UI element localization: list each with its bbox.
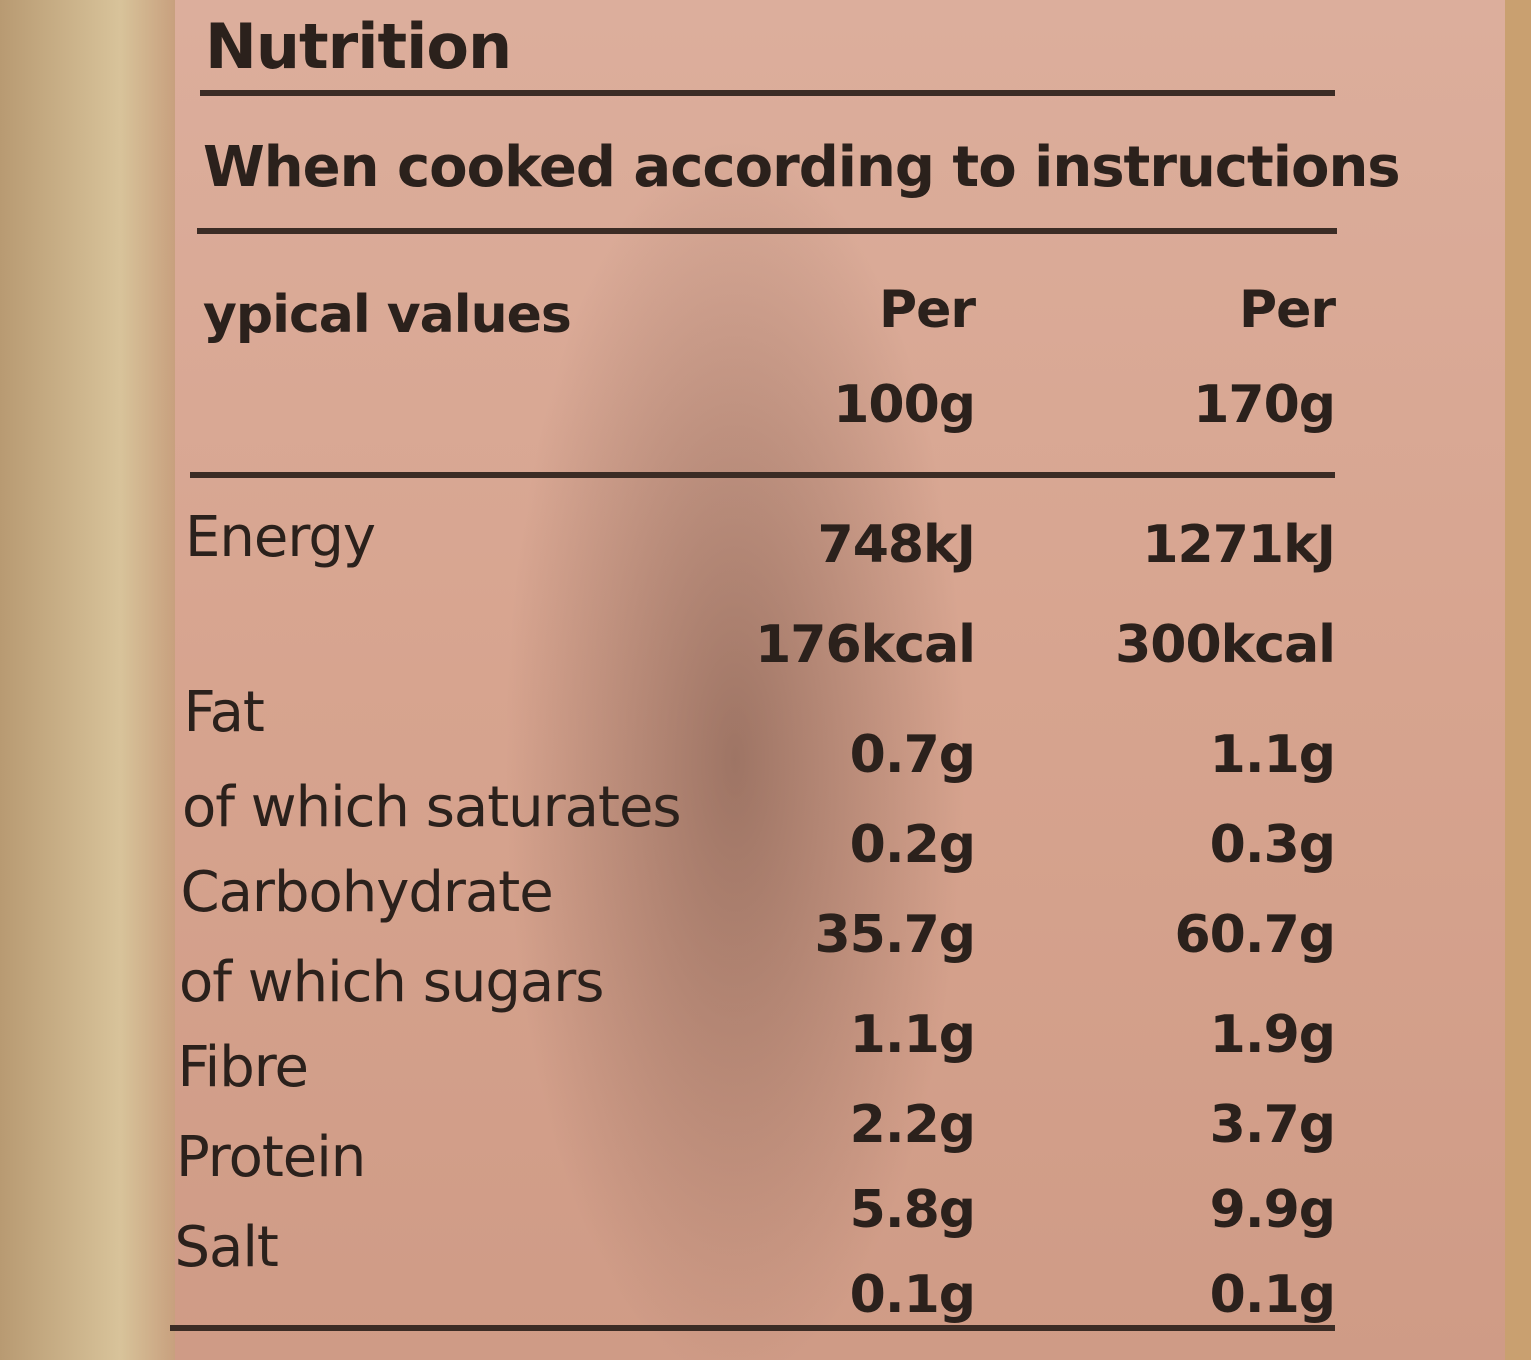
row-value: 1.9g: [1209, 1005, 1336, 1065]
rule: [190, 472, 1335, 478]
row-value: 0.2g: [849, 815, 976, 875]
subtitle: When cooked according to instructions: [203, 135, 1401, 200]
row-value: 3.7g: [1209, 1095, 1336, 1155]
column-header: 100g: [833, 375, 976, 435]
header-label: ypical values: [203, 285, 572, 345]
row-label: Fibre: [177, 1035, 309, 1100]
row-label: Energy: [185, 505, 376, 570]
row-value: 176kcal: [755, 615, 976, 675]
rule: [197, 228, 1337, 234]
row-value: 60.7g: [1174, 905, 1336, 965]
row-label: Salt: [174, 1215, 279, 1280]
column-header: Per: [1238, 280, 1336, 340]
row-value: 0.7g: [849, 725, 976, 785]
row-value: 748kJ: [817, 515, 976, 575]
row-label: of which saturates: [182, 775, 682, 840]
column-header: 170g: [1193, 375, 1336, 435]
row-value: 1271kJ: [1142, 515, 1336, 575]
row-value: 1.1g: [1209, 725, 1336, 785]
row-value: 0.3g: [1209, 815, 1336, 875]
row-label: Carbohydrate: [180, 860, 554, 925]
column-header: Per: [878, 280, 976, 340]
row-value: 0.1g: [849, 1265, 976, 1325]
row-label: Protein: [176, 1125, 366, 1190]
row-value: 1.1g: [849, 1005, 976, 1065]
row-value: 35.7g: [814, 905, 976, 965]
background-edge: [1505, 0, 1531, 1360]
rule: [200, 90, 1335, 96]
nutrition-label: Nutrition When cooked according to instr…: [170, 0, 1505, 1360]
rule: [170, 1325, 1335, 1331]
row-value: 2.2g: [849, 1095, 976, 1155]
row-label: of which sugars: [179, 950, 604, 1015]
row-value: 0.1g: [1209, 1265, 1336, 1325]
title: Nutrition: [205, 10, 512, 83]
row-value: 300kcal: [1115, 615, 1336, 675]
row-value: 5.8g: [849, 1180, 976, 1240]
row-label: Fat: [183, 680, 265, 745]
row-value: 9.9g: [1209, 1180, 1336, 1240]
